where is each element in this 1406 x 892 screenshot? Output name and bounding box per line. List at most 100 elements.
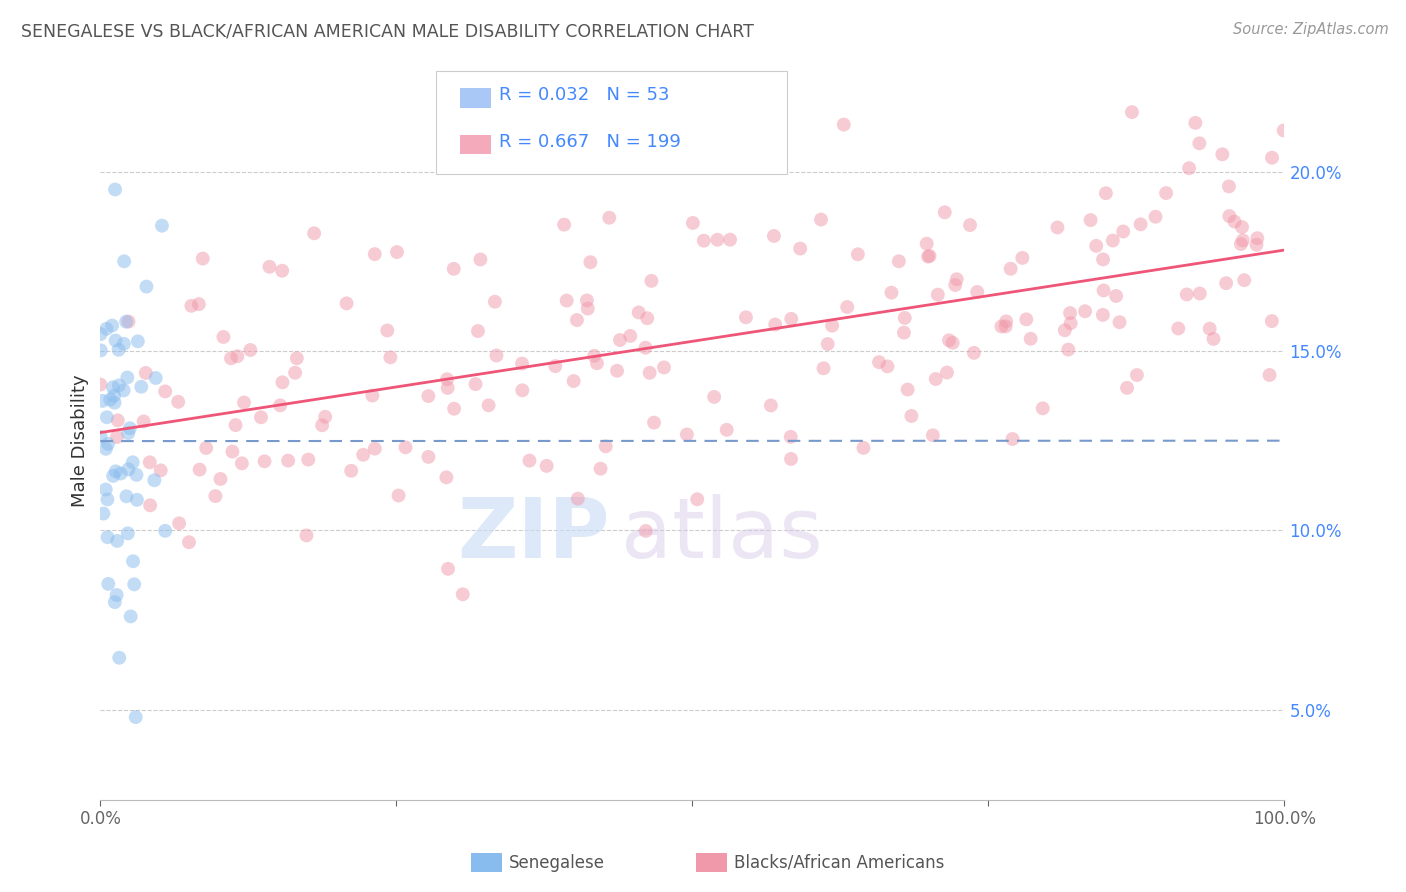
Point — [101, 380, 124, 394]
Point — [153, 384, 176, 399]
Point — [94, 442, 117, 456]
Point — [918, 249, 941, 263]
Point — [583, 349, 606, 363]
Point — [598, 211, 620, 225]
Point — [380, 351, 402, 365]
Point — [125, 710, 148, 724]
Point — [112, 254, 135, 268]
Point — [302, 227, 325, 241]
Point — [959, 218, 981, 232]
Point — [104, 334, 127, 348]
Point — [686, 492, 709, 507]
Point — [89, 377, 111, 392]
Point — [915, 236, 938, 251]
Point — [98, 392, 121, 407]
Point — [1053, 323, 1076, 337]
Point — [1015, 312, 1038, 326]
Point — [239, 343, 262, 357]
Point — [118, 421, 141, 435]
Point — [103, 389, 125, 403]
Point — [1261, 314, 1284, 328]
Point — [187, 297, 209, 311]
Point — [595, 439, 617, 453]
Point — [250, 410, 273, 425]
Point — [706, 233, 728, 247]
Point — [1011, 251, 1033, 265]
Point — [759, 399, 782, 413]
Point — [188, 462, 211, 476]
Point — [361, 388, 384, 402]
Point — [1126, 368, 1149, 382]
Point — [259, 260, 281, 274]
Point — [995, 314, 1018, 328]
Point — [1085, 239, 1108, 253]
Point — [311, 418, 333, 433]
Point — [1230, 237, 1253, 252]
Point — [897, 383, 920, 397]
Point — [619, 329, 641, 343]
Point — [139, 455, 162, 469]
Point — [271, 264, 294, 278]
Point — [104, 464, 127, 478]
Point — [418, 389, 440, 403]
Point — [1074, 304, 1097, 318]
Point — [436, 372, 458, 386]
Point — [129, 380, 152, 394]
Point — [634, 341, 657, 355]
Point — [990, 319, 1012, 334]
Point — [145, 371, 167, 385]
Point — [1001, 432, 1024, 446]
Point — [1246, 237, 1268, 252]
Point — [1105, 289, 1128, 303]
Point — [1202, 332, 1225, 346]
Point — [132, 414, 155, 428]
Point — [153, 524, 176, 538]
Point — [177, 535, 200, 549]
Point — [96, 322, 118, 336]
Point — [1154, 186, 1177, 200]
Point — [1272, 123, 1295, 137]
Point — [1108, 315, 1130, 329]
Point — [253, 454, 276, 468]
Point — [464, 377, 486, 392]
Point — [942, 335, 965, 350]
Point — [485, 349, 508, 363]
Point — [1198, 321, 1220, 335]
Point — [1232, 233, 1254, 247]
Point — [105, 588, 128, 602]
Point — [817, 337, 839, 351]
Point — [385, 245, 408, 260]
Point — [1144, 210, 1167, 224]
Point — [101, 469, 124, 483]
Point — [567, 491, 589, 506]
Point — [636, 311, 658, 326]
Point — [394, 440, 416, 454]
Point — [90, 430, 112, 444]
Point — [204, 489, 226, 503]
Point — [789, 242, 811, 256]
Point — [634, 524, 657, 538]
Point — [437, 562, 460, 576]
Point — [832, 118, 855, 132]
Point — [212, 330, 235, 344]
Point — [117, 370, 139, 384]
Point — [221, 444, 243, 458]
Point — [418, 450, 440, 464]
Point — [364, 247, 387, 261]
Point — [544, 359, 567, 373]
Point — [703, 390, 725, 404]
Point — [1000, 261, 1022, 276]
Point — [555, 293, 578, 308]
Point — [1223, 214, 1246, 228]
Point — [1230, 220, 1253, 235]
Point — [226, 349, 249, 363]
Point — [1092, 252, 1115, 267]
Point — [553, 218, 575, 232]
Point — [966, 285, 988, 299]
Point — [586, 356, 609, 370]
Point — [900, 409, 922, 423]
Point — [821, 318, 844, 333]
Point — [167, 516, 190, 531]
Point — [375, 324, 398, 338]
Point — [104, 182, 127, 196]
